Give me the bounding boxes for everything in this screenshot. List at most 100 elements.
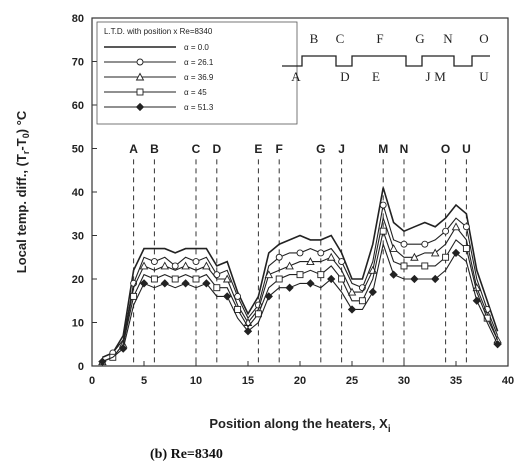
data-point [181, 261, 190, 270]
diagram-top-label: O [479, 31, 488, 46]
data-point [150, 275, 158, 283]
data-point [223, 292, 232, 301]
data-point [338, 275, 346, 283]
diagram-bottom-label: A [291, 69, 301, 84]
y-axis-label-sub1: r [21, 150, 31, 154]
y-tick-label: 50 [72, 144, 84, 156]
y-tick-label: 0 [78, 361, 84, 373]
axis-ticks: 0 5 10 15 20 25 30 35 40 0 10 20 30 40 50 60 70 80 [72, 13, 514, 387]
diagram-bottom-label: U [479, 69, 489, 84]
data-point [150, 258, 158, 266]
legend-box [96, 21, 298, 125]
data-point [451, 248, 461, 258]
heater-label-j: J [338, 142, 345, 156]
y-axis-label-mid: -T [14, 138, 29, 150]
data-point [462, 223, 470, 231]
legend-marker [136, 58, 144, 66]
x-axis-label-sub: i [388, 424, 391, 435]
diagram-top-label: G [415, 31, 424, 46]
data-point [234, 306, 242, 313]
data-point [347, 287, 357, 296]
data-point [160, 261, 170, 270]
legend-title: L.T.D. with position x Re=8340 [104, 27, 213, 36]
series-4 [102, 227, 499, 363]
legend: L.T.D. with position x Re=8340 α = 0.0α … [96, 21, 298, 125]
heater-diagram: B C F G N O A D E J M U [282, 31, 490, 84]
diagram-top-label: C [336, 31, 345, 46]
data-point [171, 275, 179, 283]
data-point [442, 253, 450, 261]
data-point [400, 262, 408, 270]
y-tick-label: 10 [72, 318, 84, 330]
heater-label-e: E [254, 142, 262, 156]
data-point [421, 262, 429, 270]
data-point [472, 296, 481, 305]
diagram-top-label: B [310, 31, 319, 46]
data-point [264, 292, 273, 301]
data-point [368, 287, 377, 297]
heater-label-o: O [441, 142, 450, 156]
diagram-top-label: F [376, 31, 383, 46]
diagram-bottom-label: E [372, 69, 380, 84]
x-tick-label: 5 [141, 375, 147, 387]
y-tick-label: 60 [72, 100, 84, 112]
legend-entries: α = 0.0 α = 26.1 α = 36.9 α = 45 α = 51.3 [104, 43, 214, 112]
data-point [119, 344, 128, 353]
x-tick-label: 40 [502, 375, 514, 387]
data-point [285, 283, 294, 292]
heater-label-n: N [400, 142, 409, 156]
data-point [347, 305, 357, 314]
data-point [275, 253, 283, 261]
y-axis-label: Local temp. diff., (Tr-T0) °C [14, 110, 31, 273]
data-point [181, 279, 190, 288]
data-point [264, 270, 274, 279]
y-tick-label: 40 [72, 187, 84, 199]
data-point [296, 249, 304, 257]
data-point [306, 257, 315, 266]
x-axis-label: Position along the heaters, Xi [209, 416, 390, 435]
data-point [493, 340, 502, 349]
heater-profile [282, 55, 490, 67]
x-tick-label: 25 [346, 375, 358, 387]
y-tick-label: 80 [72, 13, 84, 25]
data-point [451, 222, 461, 231]
heater-label-m: M [378, 142, 388, 156]
heater-label-a: A [129, 142, 138, 156]
x-tick-label: 15 [242, 375, 254, 387]
heater-label-c: C [192, 142, 201, 156]
data-point [358, 297, 366, 305]
data-point [202, 261, 211, 270]
data-point [285, 261, 294, 270]
data-point [389, 244, 398, 253]
data-point [171, 262, 179, 270]
data-point [317, 249, 325, 257]
diagram-bottom-label: D [340, 69, 349, 84]
x-tick-label: 20 [294, 375, 306, 387]
diagram-top-label: N [443, 31, 453, 46]
data-point [192, 258, 200, 266]
data-point [326, 252, 336, 261]
data-point [139, 279, 149, 288]
x-tick-label: 30 [398, 375, 410, 387]
legend-marker [135, 72, 145, 81]
data-point [160, 279, 169, 288]
data-point [338, 258, 346, 266]
series-1 [102, 187, 499, 359]
heater-label-d: D [212, 142, 221, 156]
data-point [296, 271, 304, 279]
data-point [410, 274, 419, 284]
legend-label-1: α = 0.0 [184, 43, 209, 52]
figure-caption: (b) Re=8340 [150, 447, 223, 462]
data-point [222, 274, 232, 283]
data-point [139, 261, 149, 270]
heater-label-b: B [150, 142, 159, 156]
series-line-1 [102, 187, 499, 359]
series-lines [98, 187, 502, 366]
data-point [421, 240, 429, 248]
legend-label-5: α = 51.3 [184, 103, 214, 112]
y-tick-label: 30 [72, 231, 84, 243]
legend-marker [136, 88, 144, 96]
data-point [410, 252, 419, 261]
y-tick-label: 20 [72, 274, 84, 286]
series-5 [98, 242, 502, 366]
